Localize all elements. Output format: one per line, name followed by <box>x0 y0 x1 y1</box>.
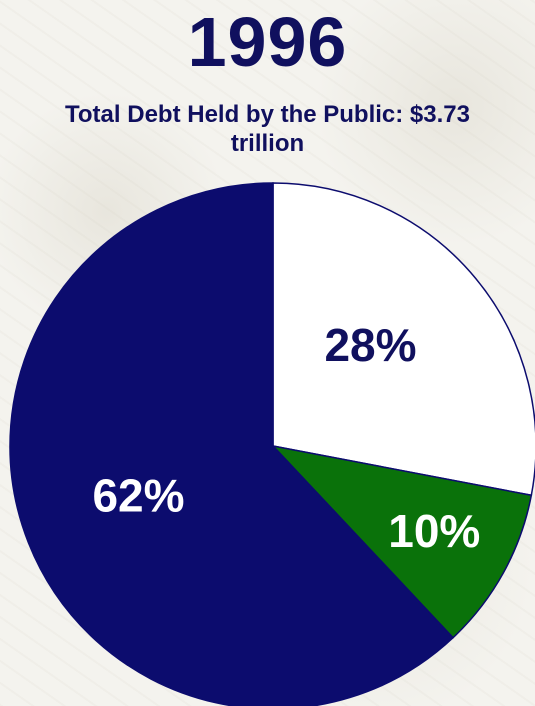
chart-title: 1996 <box>187 3 348 81</box>
pie-label-10: 10% <box>388 505 480 557</box>
pie-slice-10 <box>270 444 533 639</box>
chart-subtitle: Total Debt Held by the Public: $3.73 tri… <box>65 101 470 157</box>
pie-slice-62 <box>9 182 455 706</box>
pie-label-62: 62% <box>92 469 184 521</box>
pie-slices <box>9 182 535 706</box>
pie-labels: 28% 10% 62% <box>92 319 480 557</box>
pie-label-28: 28% <box>324 319 416 371</box>
pie-slice-28 <box>272 182 535 497</box>
